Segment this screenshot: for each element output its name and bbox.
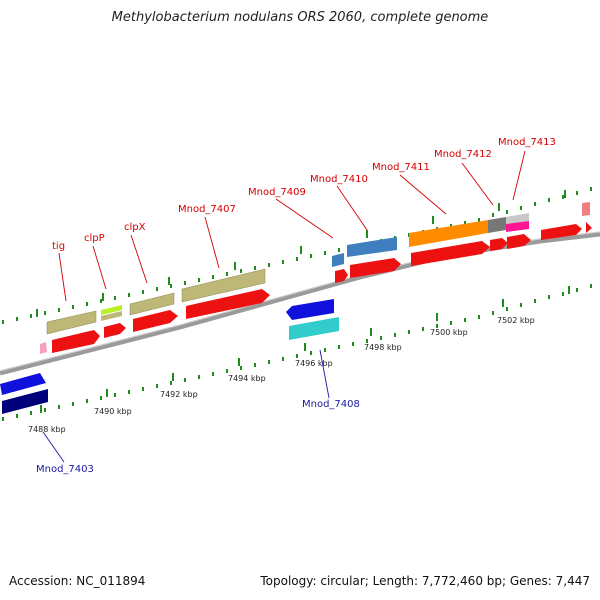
accession-label: Accession: NC_011894 xyxy=(9,574,146,588)
gene-bar-mnod7408[interactable] xyxy=(289,317,339,340)
kbp-label: 7490 kbp xyxy=(94,407,132,416)
gene-bar-reverse[interactable] xyxy=(2,389,48,414)
forward-gene-lane[interactable] xyxy=(46,202,590,335)
cds-arrow[interactable] xyxy=(490,238,508,251)
kbp-label: 7502 kbp xyxy=(497,316,535,325)
kbp-label: 7494 kbp xyxy=(228,374,266,383)
cds-arrow[interactable] xyxy=(350,258,401,278)
gene-bar-mnod7409[interactable] xyxy=(332,253,344,267)
gene-label-mnod7411[interactable]: Mnod_7411 xyxy=(372,162,430,173)
cds-arrow[interactable] xyxy=(335,269,348,283)
cds-arrow-reverse[interactable] xyxy=(286,299,334,320)
cds-arrow[interactable] xyxy=(133,310,178,332)
gene-leader-lines xyxy=(42,150,526,463)
kbp-scale-labels: 7488 kbp 7490 kbp 7492 kbp 7494 kbp 7496… xyxy=(28,316,535,434)
gene-label-tig[interactable]: tig xyxy=(52,241,65,252)
cds-arrow-reverse[interactable] xyxy=(0,373,46,395)
kbp-label: 7488 kbp xyxy=(28,425,66,434)
gene-label-mnod7408[interactable]: Mnod_7408 xyxy=(302,399,360,410)
forward-cds-lane[interactable] xyxy=(40,222,592,354)
gene-bar-mnod7407[interactable] xyxy=(181,268,266,303)
gene-label-mnod7409[interactable]: Mnod_7409 xyxy=(248,187,306,198)
kbp-label: 7496 kbp xyxy=(295,359,333,368)
cds-arrow[interactable] xyxy=(411,241,490,266)
cds-arrow[interactable] xyxy=(52,330,100,353)
gene-label-clpX[interactable]: clpX xyxy=(124,222,146,233)
gene-bar-tig[interactable] xyxy=(46,310,97,335)
kbp-label: 7498 kbp xyxy=(364,343,402,352)
gene-bar-mnod7412a[interactable] xyxy=(488,217,506,233)
gene-label-mnod7407[interactable]: Mnod_7407 xyxy=(178,204,236,215)
gene-bar-clpP[interactable] xyxy=(101,305,122,315)
gene-label-mnod7403[interactable]: Mnod_7403 xyxy=(36,464,94,475)
kbp-label: 7492 kbp xyxy=(160,390,198,399)
cds-arrow[interactable] xyxy=(541,224,582,240)
gene-label-mnod7410[interactable]: Mnod_7410 xyxy=(310,174,368,185)
cds-arrow[interactable] xyxy=(186,289,270,319)
gene-labels: tig clpP clpX Mnod_7407 Mnod_7409 Mnod_7… xyxy=(36,137,556,475)
gene-bar-mnod7411[interactable] xyxy=(409,220,488,247)
gene-bar-clpP-2[interactable] xyxy=(101,311,122,321)
gene-bar-far-right[interactable] xyxy=(582,202,590,216)
gene-label-mnod7412[interactable]: Mnod_7412 xyxy=(434,149,492,160)
gene-bar-mnod7412b[interactable] xyxy=(506,213,529,224)
inner-tick-ring xyxy=(2,284,592,421)
genome-summary: Topology: circular; Length: 7,772,460 bp… xyxy=(260,574,590,588)
cds-arrow[interactable] xyxy=(104,323,126,338)
cds-arrow[interactable] xyxy=(507,234,531,249)
gene-bar-mnod7413[interactable] xyxy=(506,221,529,232)
gene-bar-mnod7410[interactable] xyxy=(347,237,397,257)
reverse-cds-lane[interactable] xyxy=(0,299,339,414)
gene-label-mnod7413[interactable]: Mnod_7413 xyxy=(498,137,556,148)
gene-label-clpP[interactable]: clpP xyxy=(84,233,105,244)
kbp-label: 7500 kbp xyxy=(430,328,468,337)
gene-bar-clpX[interactable] xyxy=(129,292,175,316)
cds-arrow[interactable] xyxy=(40,342,47,354)
genome-title: Methylobacterium nodulans ORS 2060, comp… xyxy=(111,10,489,25)
cds-arrow[interactable] xyxy=(586,222,592,233)
